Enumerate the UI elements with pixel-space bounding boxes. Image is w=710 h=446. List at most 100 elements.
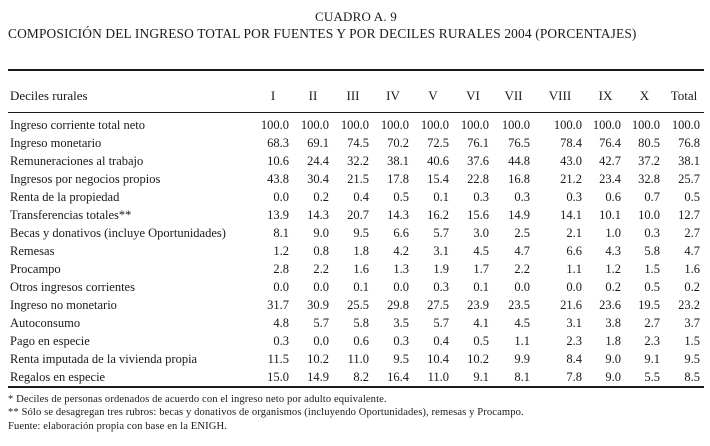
- value-cell: 10.1: [599, 208, 621, 222]
- table-row: Remesas 1.2 0.8 1.8 4.2 3.1 4.5 4.7 6.6 4.3 5.8 4.7: [8, 242, 704, 260]
- value-cell: 0.4: [353, 190, 369, 204]
- value-cell: 1.2: [273, 244, 289, 258]
- header-deciles-rurales: Deciles rurales: [8, 69, 253, 113]
- value-cell: 0.5: [473, 334, 489, 348]
- value-cell: 4.5: [473, 244, 489, 258]
- value-cell: 14.9: [508, 208, 530, 222]
- row-label: Ingresos por negocios propios: [10, 172, 161, 186]
- value-cell: 3.8: [605, 316, 621, 330]
- column-header-x: X: [625, 69, 664, 113]
- table-row: Otros ingresos corrientes 0.0 0.0 0.1 0.0 0.3…: [8, 278, 704, 296]
- row-label: Regalos en especie: [8, 368, 253, 388]
- deciles-table: Deciles rurales I II III IV V VI VII VIII IX X Tot…: [8, 69, 704, 388]
- value-cell: 0.0: [313, 280, 329, 294]
- value-cell: 14.3: [307, 208, 329, 222]
- value-cell: 10.6: [267, 154, 289, 168]
- value-cell: 0.6: [605, 190, 621, 204]
- value-cell: 15.4: [427, 172, 449, 186]
- table-row: Ingresos por negocios propios 43.8 30.4 21.…: [8, 170, 704, 188]
- row-label: Renta imputada de la vivienda propia: [10, 352, 198, 366]
- value-cell: 2.8: [273, 262, 289, 276]
- value-cell: 100.0: [460, 118, 489, 132]
- value-cell: 9.9: [514, 352, 530, 366]
- value-cell: 14.1: [560, 208, 582, 222]
- value-cell: 1.6: [684, 262, 700, 276]
- value-cell: 32.2: [347, 154, 369, 168]
- value-cell: 23.4: [599, 172, 621, 186]
- value-cell: 0.7: [644, 190, 660, 204]
- value-cell: 0.1: [473, 280, 489, 294]
- value-cell: 100.0: [553, 118, 582, 132]
- value-cell: 2.7: [644, 316, 660, 330]
- row-label: Autoconsumo: [10, 316, 81, 330]
- value-cell: 80.5: [638, 136, 660, 150]
- value-cell: 0.6: [353, 334, 369, 348]
- value-cell: 15.6: [467, 208, 489, 222]
- value-cell: 3.1: [433, 244, 449, 258]
- value-cell: 37.2: [638, 154, 660, 168]
- value-cell: 29.8: [387, 298, 409, 312]
- value-cell: 6.6: [566, 244, 582, 258]
- value-cell: 100.0: [340, 118, 369, 132]
- value-cell: 2.5: [514, 226, 530, 240]
- value-cell: 16.2: [427, 208, 449, 222]
- value-cell: 0.3: [566, 190, 582, 204]
- value-cell: 100.0: [380, 118, 409, 132]
- value-cell: 38.1: [678, 154, 700, 168]
- value-cell: 0.3: [273, 334, 289, 348]
- value-cell: 8.1: [493, 368, 534, 388]
- value-cell: 4.1: [473, 316, 489, 330]
- value-cell: 3.1: [566, 316, 582, 330]
- value-cell: 0.0: [273, 190, 289, 204]
- value-cell: 9.0: [313, 226, 329, 240]
- table-main-title: COMPOSICIÓN DEL INGRESO TOTAL POR FUENTE…: [8, 26, 637, 41]
- value-cell: 4.7: [684, 244, 700, 258]
- value-cell: 21.2: [560, 172, 582, 186]
- column-header-ii: II: [293, 69, 333, 113]
- value-cell: 2.2: [514, 262, 530, 276]
- value-cell: 1.9: [433, 262, 449, 276]
- table-row: Renta imputada de la vivienda propia 11.5…: [8, 350, 704, 368]
- footnote: ** Sólo se desagregan tres rubros: becas…: [8, 407, 524, 419]
- value-cell: 69.1: [307, 136, 329, 150]
- value-cell: 1.2: [605, 262, 621, 276]
- table-row: Remuneraciones al trabajo 10.6 24.4 32.2 38.…: [8, 152, 704, 170]
- value-cell: 1.3: [393, 262, 409, 276]
- column-header-i: I: [253, 69, 293, 113]
- value-cell: 100.0: [671, 118, 700, 132]
- column-header-vi: VI: [453, 69, 493, 113]
- value-cell: 100.0: [631, 118, 660, 132]
- row-label: Ingreso monetario: [10, 136, 102, 150]
- table-row: Transferencias totales** 13.9 14.3 20.7 14.3…: [8, 206, 704, 224]
- value-cell: 8.1: [273, 226, 289, 240]
- value-cell: 3.5: [393, 316, 409, 330]
- value-cell: 15.0: [253, 368, 293, 388]
- value-cell: 25.7: [678, 172, 700, 186]
- value-cell: 76.8: [678, 136, 700, 150]
- value-cell: 4.8: [273, 316, 289, 330]
- column-header-vii: VII: [493, 69, 534, 113]
- value-cell: 23.9: [467, 298, 489, 312]
- value-cell: 9.5: [353, 226, 369, 240]
- value-cell: 3.7: [684, 316, 700, 330]
- table-row: Procampo 2.8 2.2 1.6 1.3 1.9 1.7 2.2 1.1 1.2 1.5 1.…: [8, 260, 704, 278]
- row-label: Ingreso no monetario: [10, 298, 117, 312]
- value-cell: 0.5: [393, 190, 409, 204]
- value-cell: 23.6: [599, 298, 621, 312]
- value-cell: 0.3: [514, 190, 530, 204]
- value-cell: 21.5: [347, 172, 369, 186]
- value-cell: 9.0: [605, 352, 621, 366]
- value-cell: 100.0: [260, 118, 289, 132]
- value-cell: 11.0: [347, 352, 369, 366]
- row-label: Renta de la propiedad: [10, 190, 120, 204]
- value-cell: 22.8: [467, 172, 489, 186]
- value-cell: 19.5: [638, 298, 660, 312]
- value-cell: 1.0: [605, 226, 621, 240]
- value-cell: 0.2: [684, 280, 700, 294]
- row-label: Transferencias totales**: [10, 208, 132, 222]
- value-cell: 42.7: [599, 154, 621, 168]
- column-header-total: Total: [664, 69, 704, 113]
- value-cell: 2.1: [566, 226, 582, 240]
- table-row: Ingreso no monetario 31.7 30.9 25.5 29.8 27.5…: [8, 296, 704, 314]
- value-cell: 23.2: [678, 298, 700, 312]
